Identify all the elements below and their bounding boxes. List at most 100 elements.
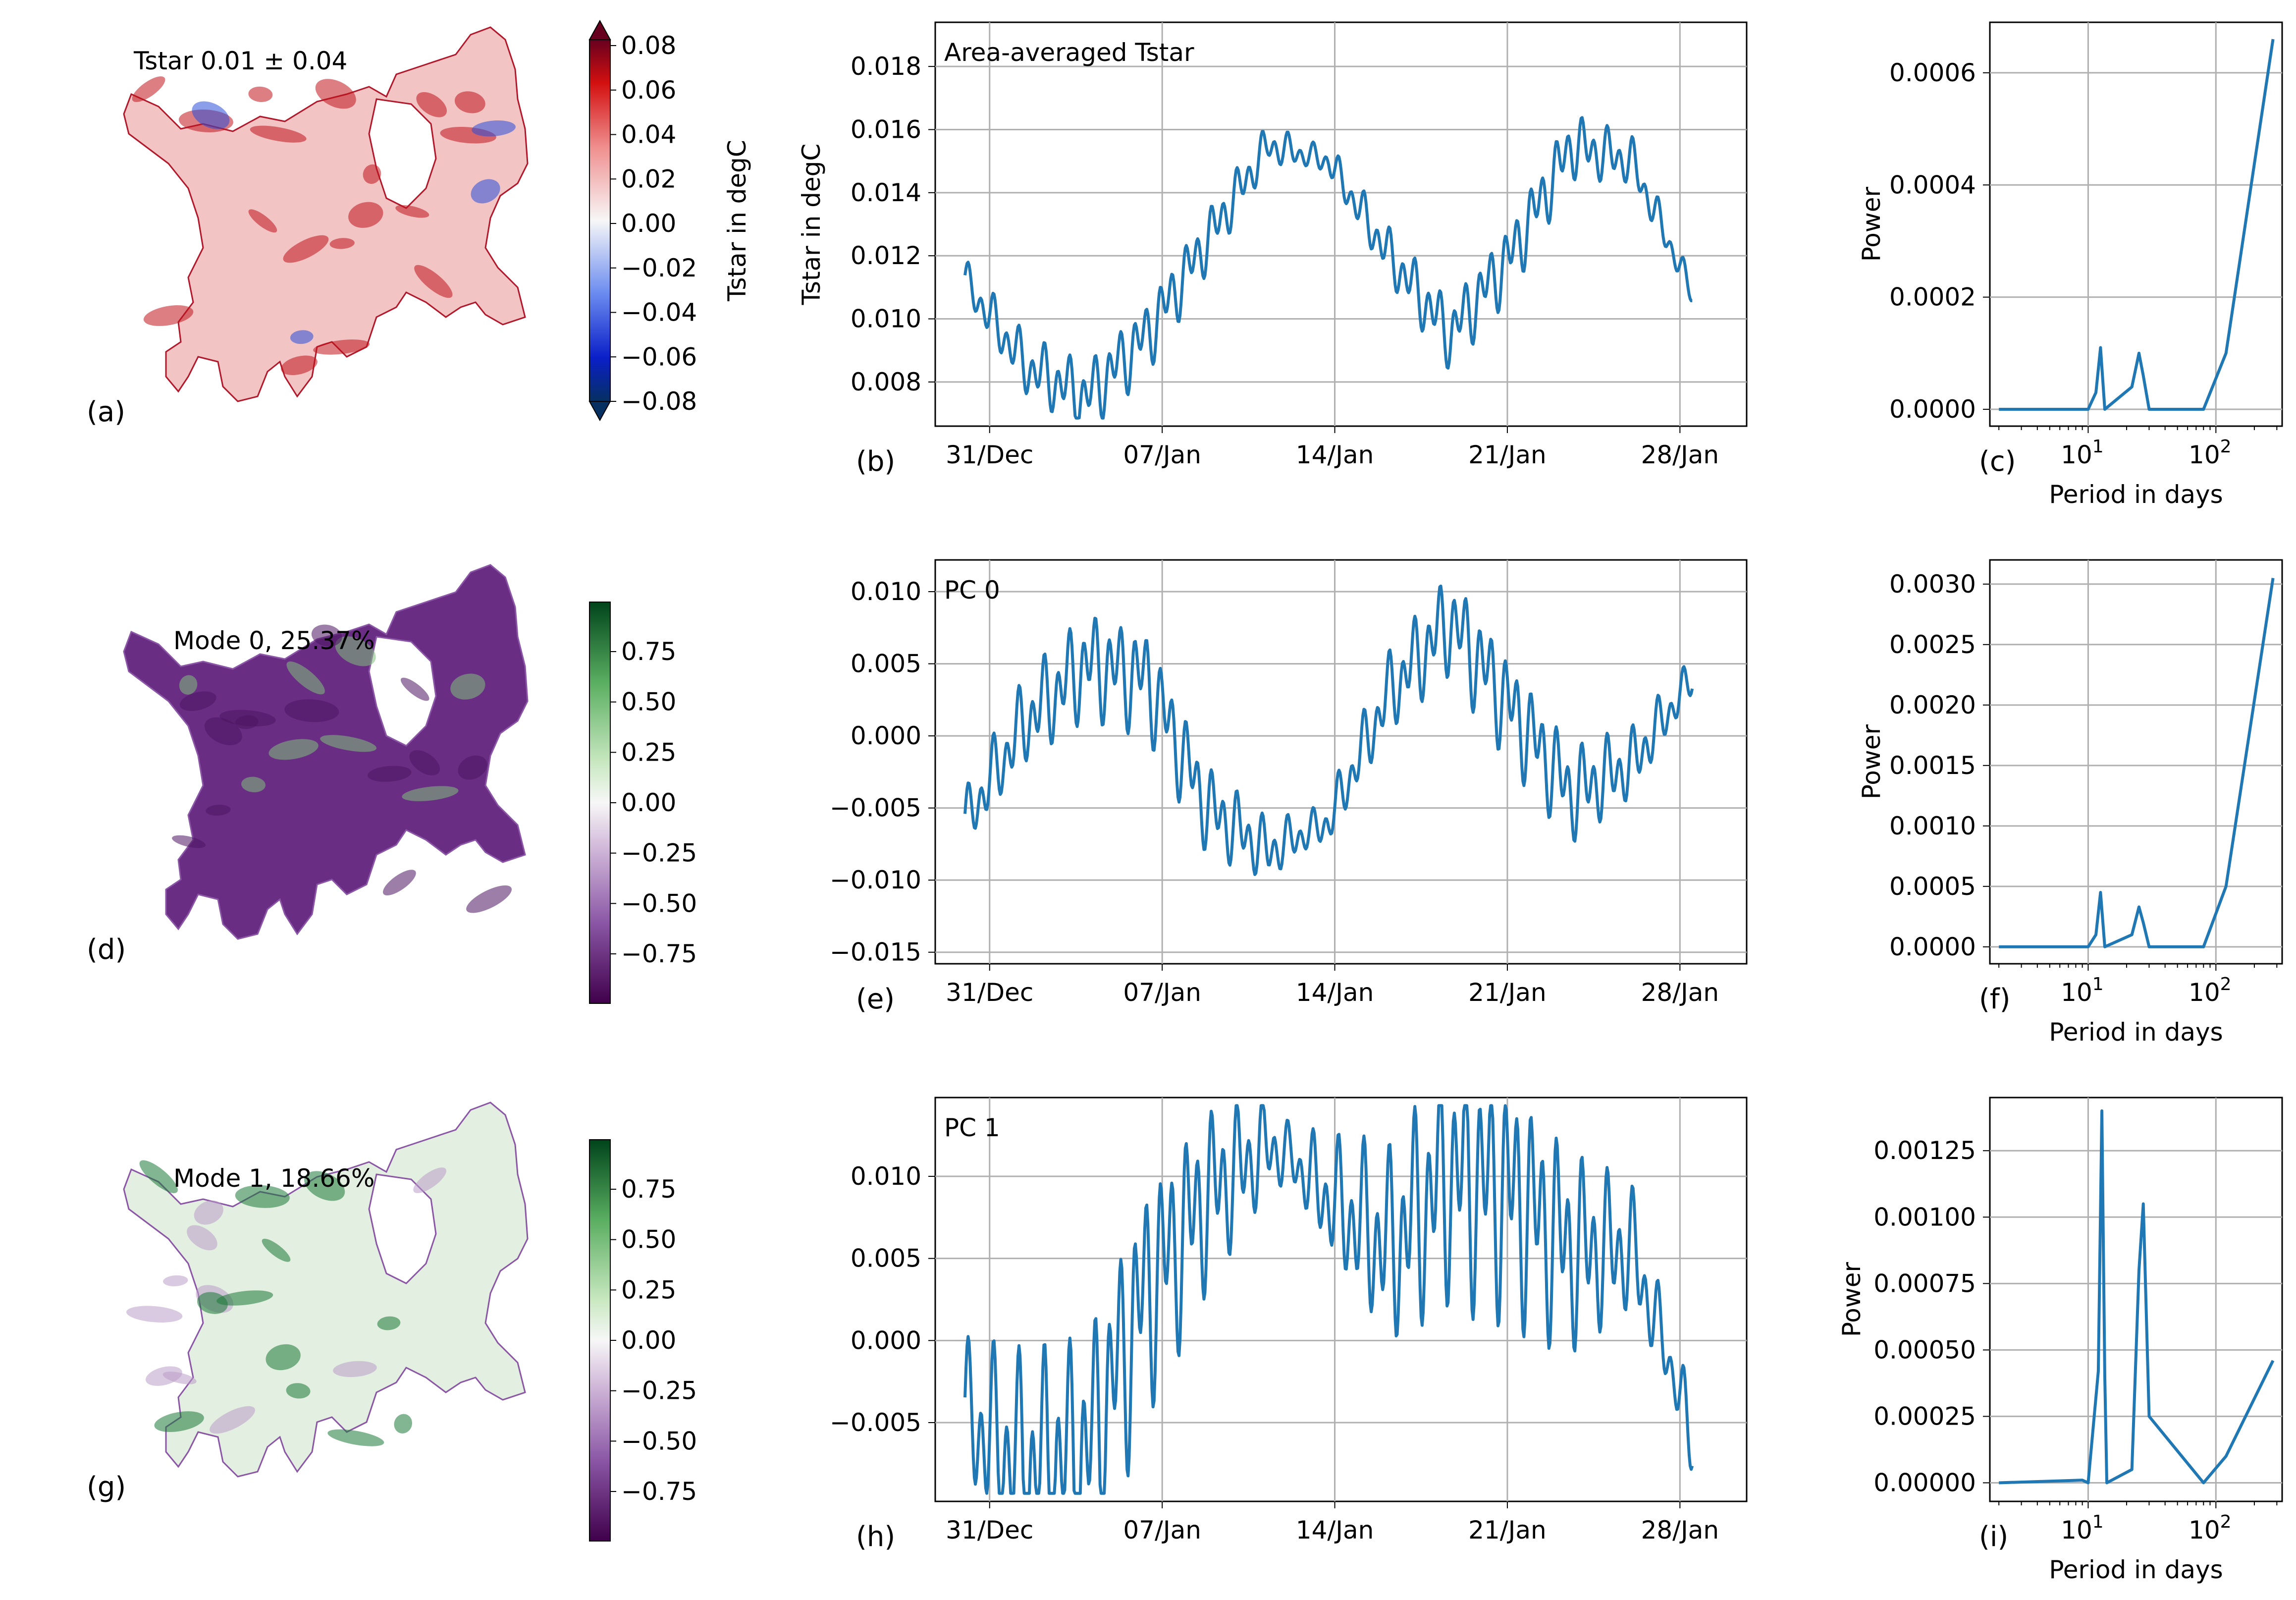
map-texture <box>304 1171 345 1201</box>
map-texture <box>248 209 277 233</box>
colorbar-tick-label: −0.25 <box>621 1377 697 1405</box>
colorbar-tick-label: 0.00 <box>621 1326 676 1355</box>
panel-label: (f) <box>1979 983 2010 1015</box>
spectrum-line <box>1999 578 2275 948</box>
y-axis-label: Power <box>1857 724 1886 799</box>
map-texture <box>450 673 485 700</box>
colorbar-tick-label: 0.50 <box>621 688 676 717</box>
x-tick-label: 14/Jan <box>1296 978 1374 1007</box>
panel-label: (b) <box>856 445 895 478</box>
timeseries-panel: 31/Dec 07/Jan 14/Jan 21/Jan 28/Jan 0.008 0.010… <box>797 21 1748 478</box>
x-axis-label: Period in days <box>2049 1018 2223 1047</box>
map-texture <box>472 120 516 137</box>
map-texture <box>281 355 318 376</box>
y-tick-label: 0.005 <box>851 1244 921 1273</box>
y-tick-label: 0.016 <box>851 115 921 144</box>
x-tick-label: 102 <box>2189 974 2232 1007</box>
row-0: Tstar 0.01 ± 0.04 (a) 0.08 0.06 0.04 0.02 0.00… <box>87 19 2283 509</box>
map-texture <box>187 1225 217 1251</box>
map-panel: Tstar 0.01 ± 0.04 (a) <box>87 26 529 428</box>
axes-title: PC 1 <box>944 1113 1000 1142</box>
y-tick-label: 0.000 <box>851 1326 921 1355</box>
panel-label: (i) <box>1979 1521 2008 1553</box>
y-tick-label: 0.018 <box>851 52 921 81</box>
y-tick-label: −0.015 <box>830 938 921 967</box>
panel-label: (d) <box>87 934 126 966</box>
y-axis-label: Power <box>1857 186 1886 262</box>
series-line <box>963 584 1694 876</box>
map-texture <box>409 750 440 775</box>
colorbar-tick-label: −0.04 <box>621 298 697 327</box>
map-texture <box>268 739 319 760</box>
x-tick-exponent: 2 <box>2220 1512 2232 1532</box>
y-tick-label: 0.0006 <box>1889 58 1976 87</box>
map-texture <box>210 1406 255 1434</box>
x-tick-base: 10 <box>2061 441 2092 469</box>
series-line <box>963 116 1693 420</box>
map-texture <box>286 1383 311 1399</box>
colorbar-tick-label: 0.75 <box>621 637 676 666</box>
map-texture <box>367 766 412 782</box>
map-texture <box>400 677 429 701</box>
map-texture <box>320 735 377 752</box>
axes-title: Area-averaged Tstar <box>944 38 1194 67</box>
axes-frame <box>1989 1097 2283 1502</box>
colorbar-tick-label: 0.00 <box>621 788 676 817</box>
y-tick-label: 0.005 <box>851 650 921 678</box>
timeseries-panel: 31/Dec 07/Jan 14/Jan 21/Jan 28/Jan −0.005 0.00… <box>830 1097 1748 1553</box>
map-texture <box>179 675 198 695</box>
colorbar: 0.75 0.50 0.25 0.00 −0.25 −0.50 −0.75 <box>589 1139 697 1542</box>
map-texture <box>335 636 376 666</box>
panel-label: (c) <box>1979 445 2016 478</box>
x-tick-label: 102 <box>2189 1512 2232 1545</box>
y-tick-label: 0.00100 <box>1873 1203 1976 1231</box>
row-1: Mode 0, 25.37% (d) 0.75 0.50 0.25 0.00 −0.25 −0… <box>87 559 2283 1047</box>
colorbar-tick-label: −0.02 <box>621 254 697 282</box>
map-texture <box>311 624 342 647</box>
map-texture <box>235 1185 290 1208</box>
y-tick-label: 0.0030 <box>1889 570 1976 599</box>
map-texture <box>395 205 429 218</box>
colorbar: 0.75 0.50 0.25 0.00 −0.25 −0.50 −0.75 <box>589 602 697 1004</box>
x-tick-label: 14/Jan <box>1296 441 1374 469</box>
panel-label: (g) <box>87 1471 126 1503</box>
map-texture <box>163 1275 188 1286</box>
colorbar-tick-label: −0.75 <box>621 1477 697 1506</box>
x-tick-label: 28/Jan <box>1641 441 1719 469</box>
map-texture <box>139 1160 178 1193</box>
colorbar-tick-label: 0.75 <box>621 1175 676 1204</box>
x-tick-label: 101 <box>2061 437 2104 469</box>
y-tick-label: 0.00050 <box>1873 1335 1976 1364</box>
spectrum-line <box>1999 39 2275 411</box>
axes-frame <box>1989 21 2283 427</box>
y-tick-label: −0.010 <box>830 866 921 894</box>
series-line <box>963 1104 1694 1495</box>
y-tick-label: 0.00075 <box>1873 1269 1976 1298</box>
map-texture <box>216 1290 273 1306</box>
x-tick-base: 10 <box>2189 441 2220 469</box>
x-tick-label: 102 <box>2189 437 2232 469</box>
x-tick-label: 07/Jan <box>1123 441 1201 469</box>
colorbar-tick-label: 0.00 <box>621 209 676 238</box>
y-tick-label: 0.00000 <box>1873 1468 1976 1497</box>
x-tick-label: 101 <box>2061 1512 2104 1545</box>
colorbar-tick-label: 0.04 <box>621 120 676 149</box>
map-texture <box>284 699 339 722</box>
map-texture <box>283 235 329 263</box>
map-panel: Mode 1, 18.66% (g) <box>87 1102 529 1503</box>
x-tick-exponent: 2 <box>2220 437 2232 457</box>
panel-label: (a) <box>87 396 125 428</box>
x-tick-base: 10 <box>2189 978 2220 1007</box>
x-tick-label: 14/Jan <box>1296 1516 1374 1545</box>
map-title: Mode 1, 18.66% <box>173 1164 374 1193</box>
map-texture <box>266 1344 301 1371</box>
colorbar-tick-label: 0.50 <box>621 1225 676 1254</box>
y-tick-label: 0.0020 <box>1889 691 1976 719</box>
map-texture <box>206 805 231 816</box>
map-panel: Mode 0, 25.37% (d) <box>87 564 529 966</box>
spectrum-line <box>1999 1109 2275 1485</box>
map-texture <box>290 330 314 344</box>
colorbar-label: Tstar in degC <box>723 140 751 302</box>
x-tick-label: 21/Jan <box>1468 1516 1547 1545</box>
